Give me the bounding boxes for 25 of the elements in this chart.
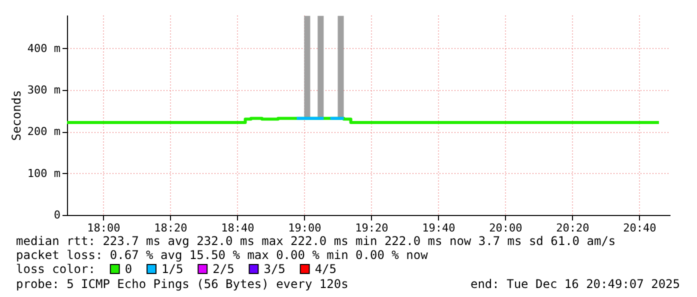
x-tick-label: 19:20 [355,222,388,234]
x-tick-label: 18:20 [154,222,188,234]
y-tick-label: 100 m [27,166,61,180]
legend-title: loss color: [16,262,96,276]
text: median rtt: 223.7 ms avg 232.0 ms max 222.0 ms min 222.0 ms now 3.7 ms sd 61.0 am/s [16,234,616,248]
x-tick-label: 19:40 [422,222,456,234]
x-tick-label: 20:20 [556,222,590,234]
x-tick-label: 18:40 [221,222,254,234]
y-tick-label: 400 m [27,42,61,55]
x-tick-label: 20:40 [623,222,656,234]
legend-label: 1/5 [162,262,184,276]
x-tick-label: 19:00 [288,222,322,234]
legend-label: 3/5 [264,262,286,276]
y-tick-label: 200 m [27,125,61,138]
x-tick-label: 20:00 [489,222,522,234]
text: end: Tue Dec 16 20:49:07 2025 [470,277,680,291]
legend-label: 0 [124,262,132,276]
legend-label: 2/5 [212,262,234,276]
y-tick-label: 300 m [27,84,61,96]
x-tick-label: 18:00 [87,222,120,234]
text: packet loss: 0.67 % avg 15.50 % max 0.00 % min 0.00 % now [16,248,429,262]
legend-label: 4/5 [314,262,337,276]
text: probe: 5 ICMP Echo Pings (56 Bytes) every 120s [16,277,348,291]
y-tick-label: 0 [54,208,60,222]
y-axis-title: Seconds [9,90,24,141]
